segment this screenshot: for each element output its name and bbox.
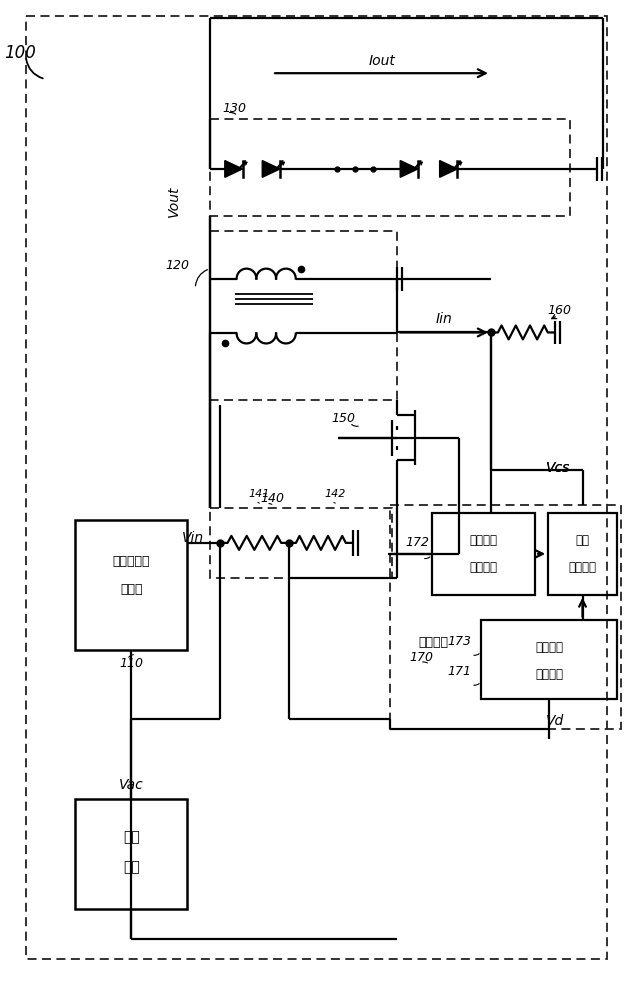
Bar (210, 231, 397, 400)
Text: 侦测电路: 侦测电路 (535, 668, 563, 681)
Text: 调光器: 调光器 (120, 583, 142, 596)
Polygon shape (262, 161, 280, 177)
Polygon shape (440, 161, 457, 177)
Text: Vd: Vd (545, 714, 564, 728)
Text: Vcs: Vcs (545, 461, 570, 475)
Polygon shape (400, 161, 418, 177)
Text: 110: 110 (119, 657, 143, 670)
Text: Vout: Vout (167, 185, 180, 217)
Text: 控制电路: 控制电路 (569, 561, 596, 574)
Text: Vin: Vin (182, 531, 204, 545)
Text: Vac: Vac (119, 778, 144, 792)
Text: 交流: 交流 (123, 830, 140, 844)
Text: Iin: Iin (435, 312, 452, 326)
Text: Vcs: Vcs (545, 461, 570, 475)
Text: 142: 142 (325, 489, 346, 499)
Text: 驱动信号: 驱动信号 (469, 534, 497, 547)
Text: 150: 150 (331, 412, 355, 425)
Bar (390, 505, 621, 729)
Text: 130: 130 (223, 102, 247, 115)
Text: 相位截断: 相位截断 (535, 641, 563, 654)
Text: 160: 160 (548, 304, 572, 317)
Text: 171: 171 (448, 665, 471, 678)
Bar (431, 513, 535, 595)
Text: 140: 140 (260, 492, 284, 505)
Polygon shape (225, 161, 243, 177)
Text: 产生电路: 产生电路 (469, 561, 497, 574)
Bar (481, 620, 617, 699)
Text: 电流: 电流 (576, 534, 589, 547)
Text: 172: 172 (405, 536, 429, 549)
Text: 100: 100 (4, 44, 36, 62)
Text: Iout: Iout (369, 54, 396, 68)
Text: 173: 173 (448, 635, 471, 648)
Bar (75, 799, 187, 909)
Text: 电源: 电源 (123, 860, 140, 874)
Text: 相位截断式: 相位截断式 (113, 555, 150, 568)
Bar (210, 508, 392, 578)
Text: 141: 141 (249, 489, 270, 499)
Bar (548, 513, 617, 595)
Bar (75, 520, 187, 650)
Text: 120: 120 (166, 259, 189, 272)
Text: 170: 170 (410, 651, 434, 664)
Text: 控制装置: 控制装置 (419, 636, 449, 649)
Bar (210, 119, 570, 216)
